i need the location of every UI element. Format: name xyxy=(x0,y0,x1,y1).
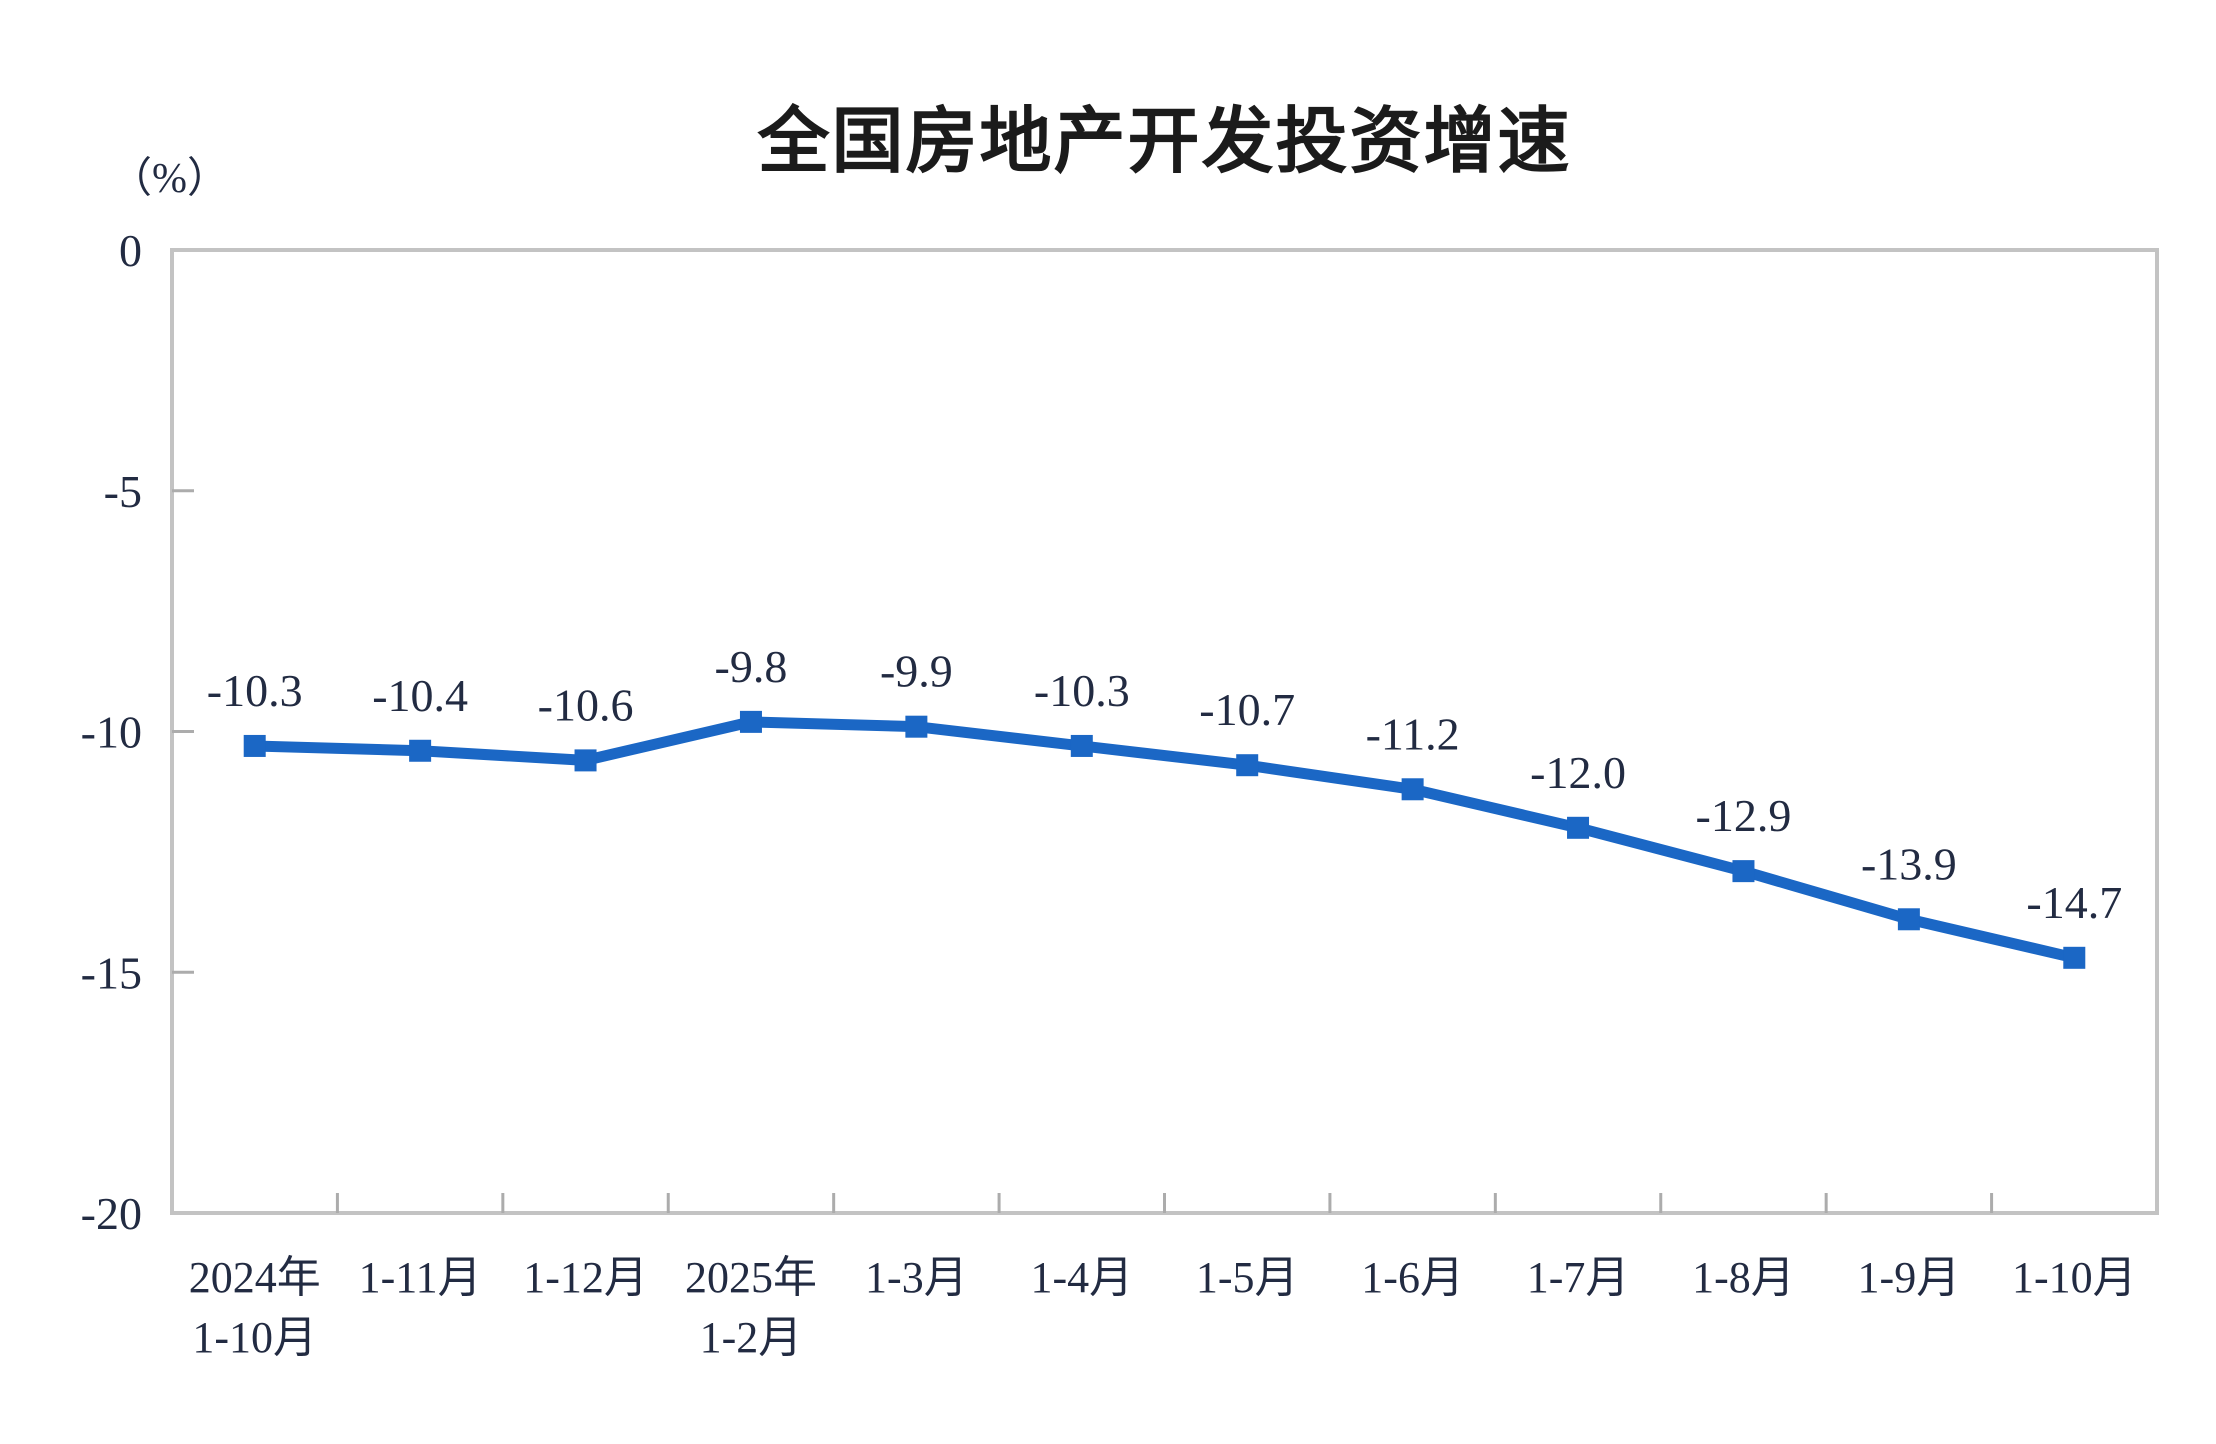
data-point-marker xyxy=(905,715,928,738)
data-point-marker xyxy=(1732,860,1755,883)
data-point-marker xyxy=(1567,816,1590,839)
data-point-marker xyxy=(1897,908,1920,931)
x-axis-tick-label: 1-9月 xyxy=(1858,1253,1961,1302)
y-axis-tick-label: -20 xyxy=(81,1188,142,1239)
x-axis-tick-label: 1-11月 xyxy=(359,1253,482,1302)
x-axis-tick-label: 1-4月 xyxy=(1030,1253,1133,1302)
data-label: -9.9 xyxy=(880,646,953,697)
y-axis-tick-label: -5 xyxy=(104,466,142,517)
x-axis-tick-label: 2024年 xyxy=(189,1253,321,1302)
x-axis-tick-label: 2025年 xyxy=(685,1253,817,1302)
data-label: -10.7 xyxy=(1199,684,1295,735)
data-point-marker xyxy=(2063,946,2086,969)
x-axis-tick-label: 1-7月 xyxy=(1527,1253,1630,1302)
data-label: -14.7 xyxy=(2026,877,2122,928)
data-line xyxy=(249,716,2080,964)
data-label: -9.8 xyxy=(715,641,788,692)
data-label: -10.3 xyxy=(1034,665,1130,716)
plot-border xyxy=(170,248,2159,1215)
data-point-marker xyxy=(243,734,266,757)
x-axis-tick-label: 1-6月 xyxy=(1361,1253,1464,1302)
y-axis-tick-label: -10 xyxy=(81,707,142,758)
x-axis-tick-label: 1-2月 xyxy=(700,1313,803,1362)
x-axis-tick-label: 1-10月 xyxy=(2012,1253,2137,1302)
y-axis-tick-label: -15 xyxy=(81,947,142,998)
x-axis-tick-label: 1-12月 xyxy=(523,1253,648,1302)
data-label: -12.9 xyxy=(1696,790,1792,841)
y-axis-unit-label: （%） xyxy=(110,156,229,202)
x-axis-tick-label: 1-5月 xyxy=(1196,1253,1299,1302)
data-label: -10.3 xyxy=(207,665,303,716)
data-point-marker xyxy=(1070,734,1093,757)
x-axis-tick-label: 1-8月 xyxy=(1692,1253,1795,1302)
data-label: -13.9 xyxy=(1861,838,1957,889)
data-label: -10.6 xyxy=(538,679,634,730)
data-point-marker xyxy=(574,749,597,772)
data-label: -11.2 xyxy=(1366,708,1460,759)
chart-title: 全国房地产开发投资增速 xyxy=(757,102,1572,182)
data-label: -12.0 xyxy=(1530,747,1626,798)
x-axis-tick-label: 1-10月 xyxy=(192,1313,317,1362)
data-label: -10.4 xyxy=(372,670,468,721)
x-axis-tick-label: 1-3月 xyxy=(865,1253,968,1302)
data-point-marker xyxy=(1236,754,1259,777)
y-axis-tick-label: 0 xyxy=(119,225,142,276)
data-point-marker xyxy=(409,739,432,762)
data-point-marker xyxy=(1401,778,1424,801)
data-point-marker xyxy=(739,710,762,733)
